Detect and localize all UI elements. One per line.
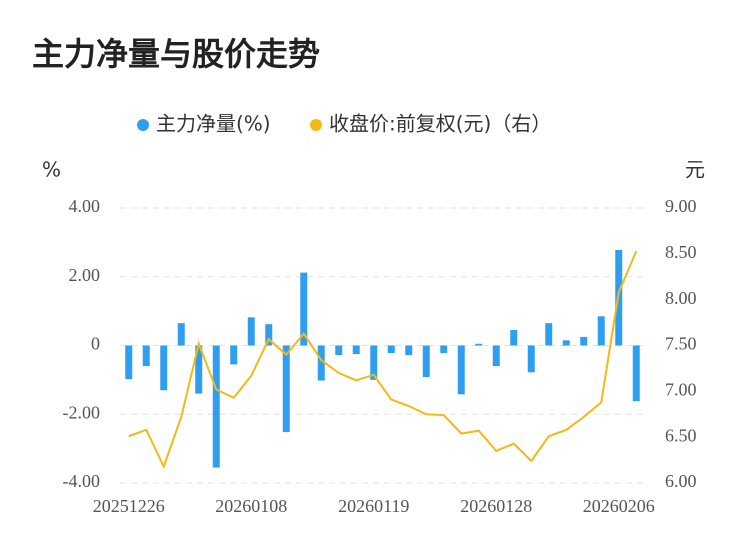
bar <box>317 345 325 381</box>
bar <box>282 345 290 433</box>
legend-marker <box>137 119 149 131</box>
bar <box>195 345 203 394</box>
y-tick-label: -2.00 <box>63 402 101 422</box>
x-tick-label: 20260128 <box>460 496 532 516</box>
bar <box>212 345 220 468</box>
bar <box>335 345 343 356</box>
bar <box>387 345 395 354</box>
y2-tick-label: 7.50 <box>665 334 697 354</box>
legend-label: 收盘价:前复权(元)（右） <box>329 112 551 136</box>
bar <box>405 345 413 356</box>
bar <box>352 345 360 355</box>
y2-tick-label: 8.00 <box>665 288 697 308</box>
y2-axis-label: 元 <box>685 158 705 182</box>
y-axis-label: % <box>42 158 61 182</box>
bar <box>492 345 500 367</box>
y2-tick-label: 6.50 <box>665 425 697 445</box>
bar <box>632 345 640 402</box>
bar <box>177 323 185 346</box>
x-tick-label: 20260206 <box>583 496 655 516</box>
price-line <box>128 250 638 470</box>
y-tick-label: -4.00 <box>63 471 101 491</box>
x-tick-label: 20251226 <box>93 496 165 516</box>
y2-tick-label: 7.00 <box>665 379 697 399</box>
bar <box>545 323 553 346</box>
bar <box>440 345 448 354</box>
bar <box>247 317 255 346</box>
bar <box>475 343 483 346</box>
bar <box>562 340 570 346</box>
y2-tick-label: 8.50 <box>665 242 697 262</box>
y-tick-label: 0 <box>91 334 100 354</box>
x-tick-label: 20260108 <box>215 496 287 516</box>
bar <box>580 336 588 346</box>
bar <box>597 316 605 346</box>
x-tick-label: 20260119 <box>338 496 409 516</box>
bar <box>142 345 150 367</box>
y-tick-label: 4.00 <box>69 196 101 216</box>
bar <box>370 345 378 380</box>
bar <box>510 330 518 346</box>
bar <box>265 324 273 346</box>
bar <box>527 345 535 373</box>
y-tick-label: 2.00 <box>69 265 101 285</box>
bar <box>422 345 430 378</box>
bar <box>160 345 168 391</box>
legend-marker <box>310 119 322 131</box>
chart-title: 主力净量与股价走势 <box>32 35 320 73</box>
legend-label: 主力净量(%) <box>156 112 271 136</box>
bar <box>125 345 133 380</box>
bar <box>457 345 465 395</box>
y2-tick-label: 6.00 <box>665 471 697 491</box>
bar <box>300 272 308 346</box>
y2-tick-label: 9.00 <box>665 196 697 216</box>
bar <box>230 345 238 365</box>
